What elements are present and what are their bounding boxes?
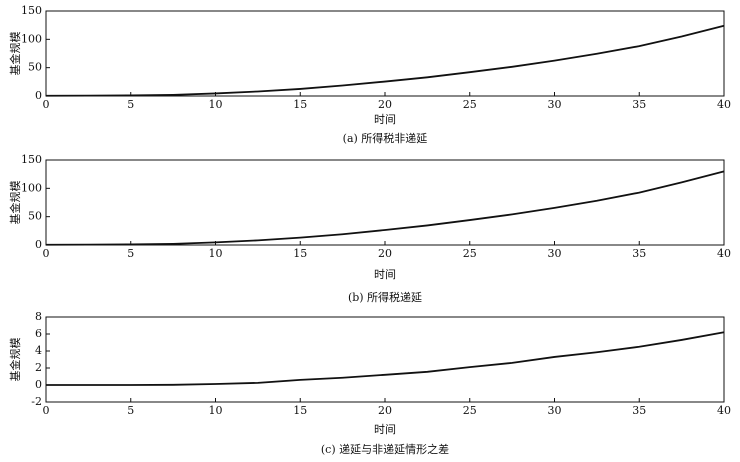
x-tick-label: 35 xyxy=(632,247,646,260)
caption: (a) 所得税非递延 xyxy=(343,131,428,145)
x-tick-label: 35 xyxy=(632,98,646,111)
y-tick-label: 50 xyxy=(28,61,42,74)
plot-frame xyxy=(45,159,725,246)
x-tick-label: 20 xyxy=(378,247,392,260)
x-tick-label: 30 xyxy=(548,98,562,111)
y-axis-label: 基金规模 xyxy=(8,181,22,225)
x-tick-label: 30 xyxy=(548,247,562,260)
series-line xyxy=(45,24,725,97)
x-tick-label: 20 xyxy=(378,98,392,111)
x-tick-label: 0 xyxy=(43,404,50,417)
y-tick-label: 8 xyxy=(35,310,42,323)
caption: (c) 递延与非递延情形之差 xyxy=(321,442,449,456)
x-axis-label: 时间 xyxy=(374,268,396,281)
x-tick-label: 15 xyxy=(293,247,307,260)
x-tick-label: 20 xyxy=(378,404,392,417)
y-tick-label: -2 xyxy=(31,395,42,408)
x-axis-label: 时间 xyxy=(374,113,396,126)
y-tick-label: 6 xyxy=(35,327,42,340)
x-tick-label: 10 xyxy=(209,98,223,111)
x-tick-label: 40 xyxy=(717,247,731,260)
x-tick-label: 25 xyxy=(463,247,477,260)
plot-frame xyxy=(45,316,725,403)
plot-frame xyxy=(45,10,725,97)
caption: (b) 所得税递延 xyxy=(348,290,422,304)
x-tick-label: 5 xyxy=(127,247,134,260)
y-tick-label: 2 xyxy=(35,361,42,374)
y-tick-label: 0 xyxy=(35,89,42,102)
x-tick-label: 5 xyxy=(127,98,134,111)
y-tick-label: 4 xyxy=(35,344,42,357)
y-tick-label: 0 xyxy=(35,238,42,251)
y-tick-label: 100 xyxy=(21,32,42,45)
x-tick-label: 10 xyxy=(209,247,223,260)
x-tick-label: 40 xyxy=(717,404,731,417)
x-tick-label: 40 xyxy=(717,98,731,111)
x-tick-label: 35 xyxy=(632,404,646,417)
series-line xyxy=(46,331,725,386)
x-tick-label: 0 xyxy=(43,98,50,111)
y-tick-label: 150 xyxy=(21,153,42,166)
y-tick-label: 100 xyxy=(21,181,42,194)
x-tick-label: 15 xyxy=(293,98,307,111)
x-axis-label: 时间 xyxy=(374,423,396,436)
y-axis-label: 基金规模 xyxy=(8,338,22,382)
series-line xyxy=(45,170,725,246)
y-axis-label: 基金规模 xyxy=(8,32,22,76)
y-tick-label: 150 xyxy=(21,4,42,17)
y-tick-label: 0 xyxy=(35,378,42,391)
x-tick-label: 15 xyxy=(293,404,307,417)
x-tick-label: 5 xyxy=(127,404,134,417)
x-tick-label: 25 xyxy=(463,98,477,111)
y-tick-label: 50 xyxy=(28,210,42,223)
x-tick-label: 25 xyxy=(463,404,477,417)
x-tick-label: 30 xyxy=(548,404,562,417)
x-tick-label: 10 xyxy=(209,404,223,417)
x-tick-label: 0 xyxy=(43,247,50,260)
